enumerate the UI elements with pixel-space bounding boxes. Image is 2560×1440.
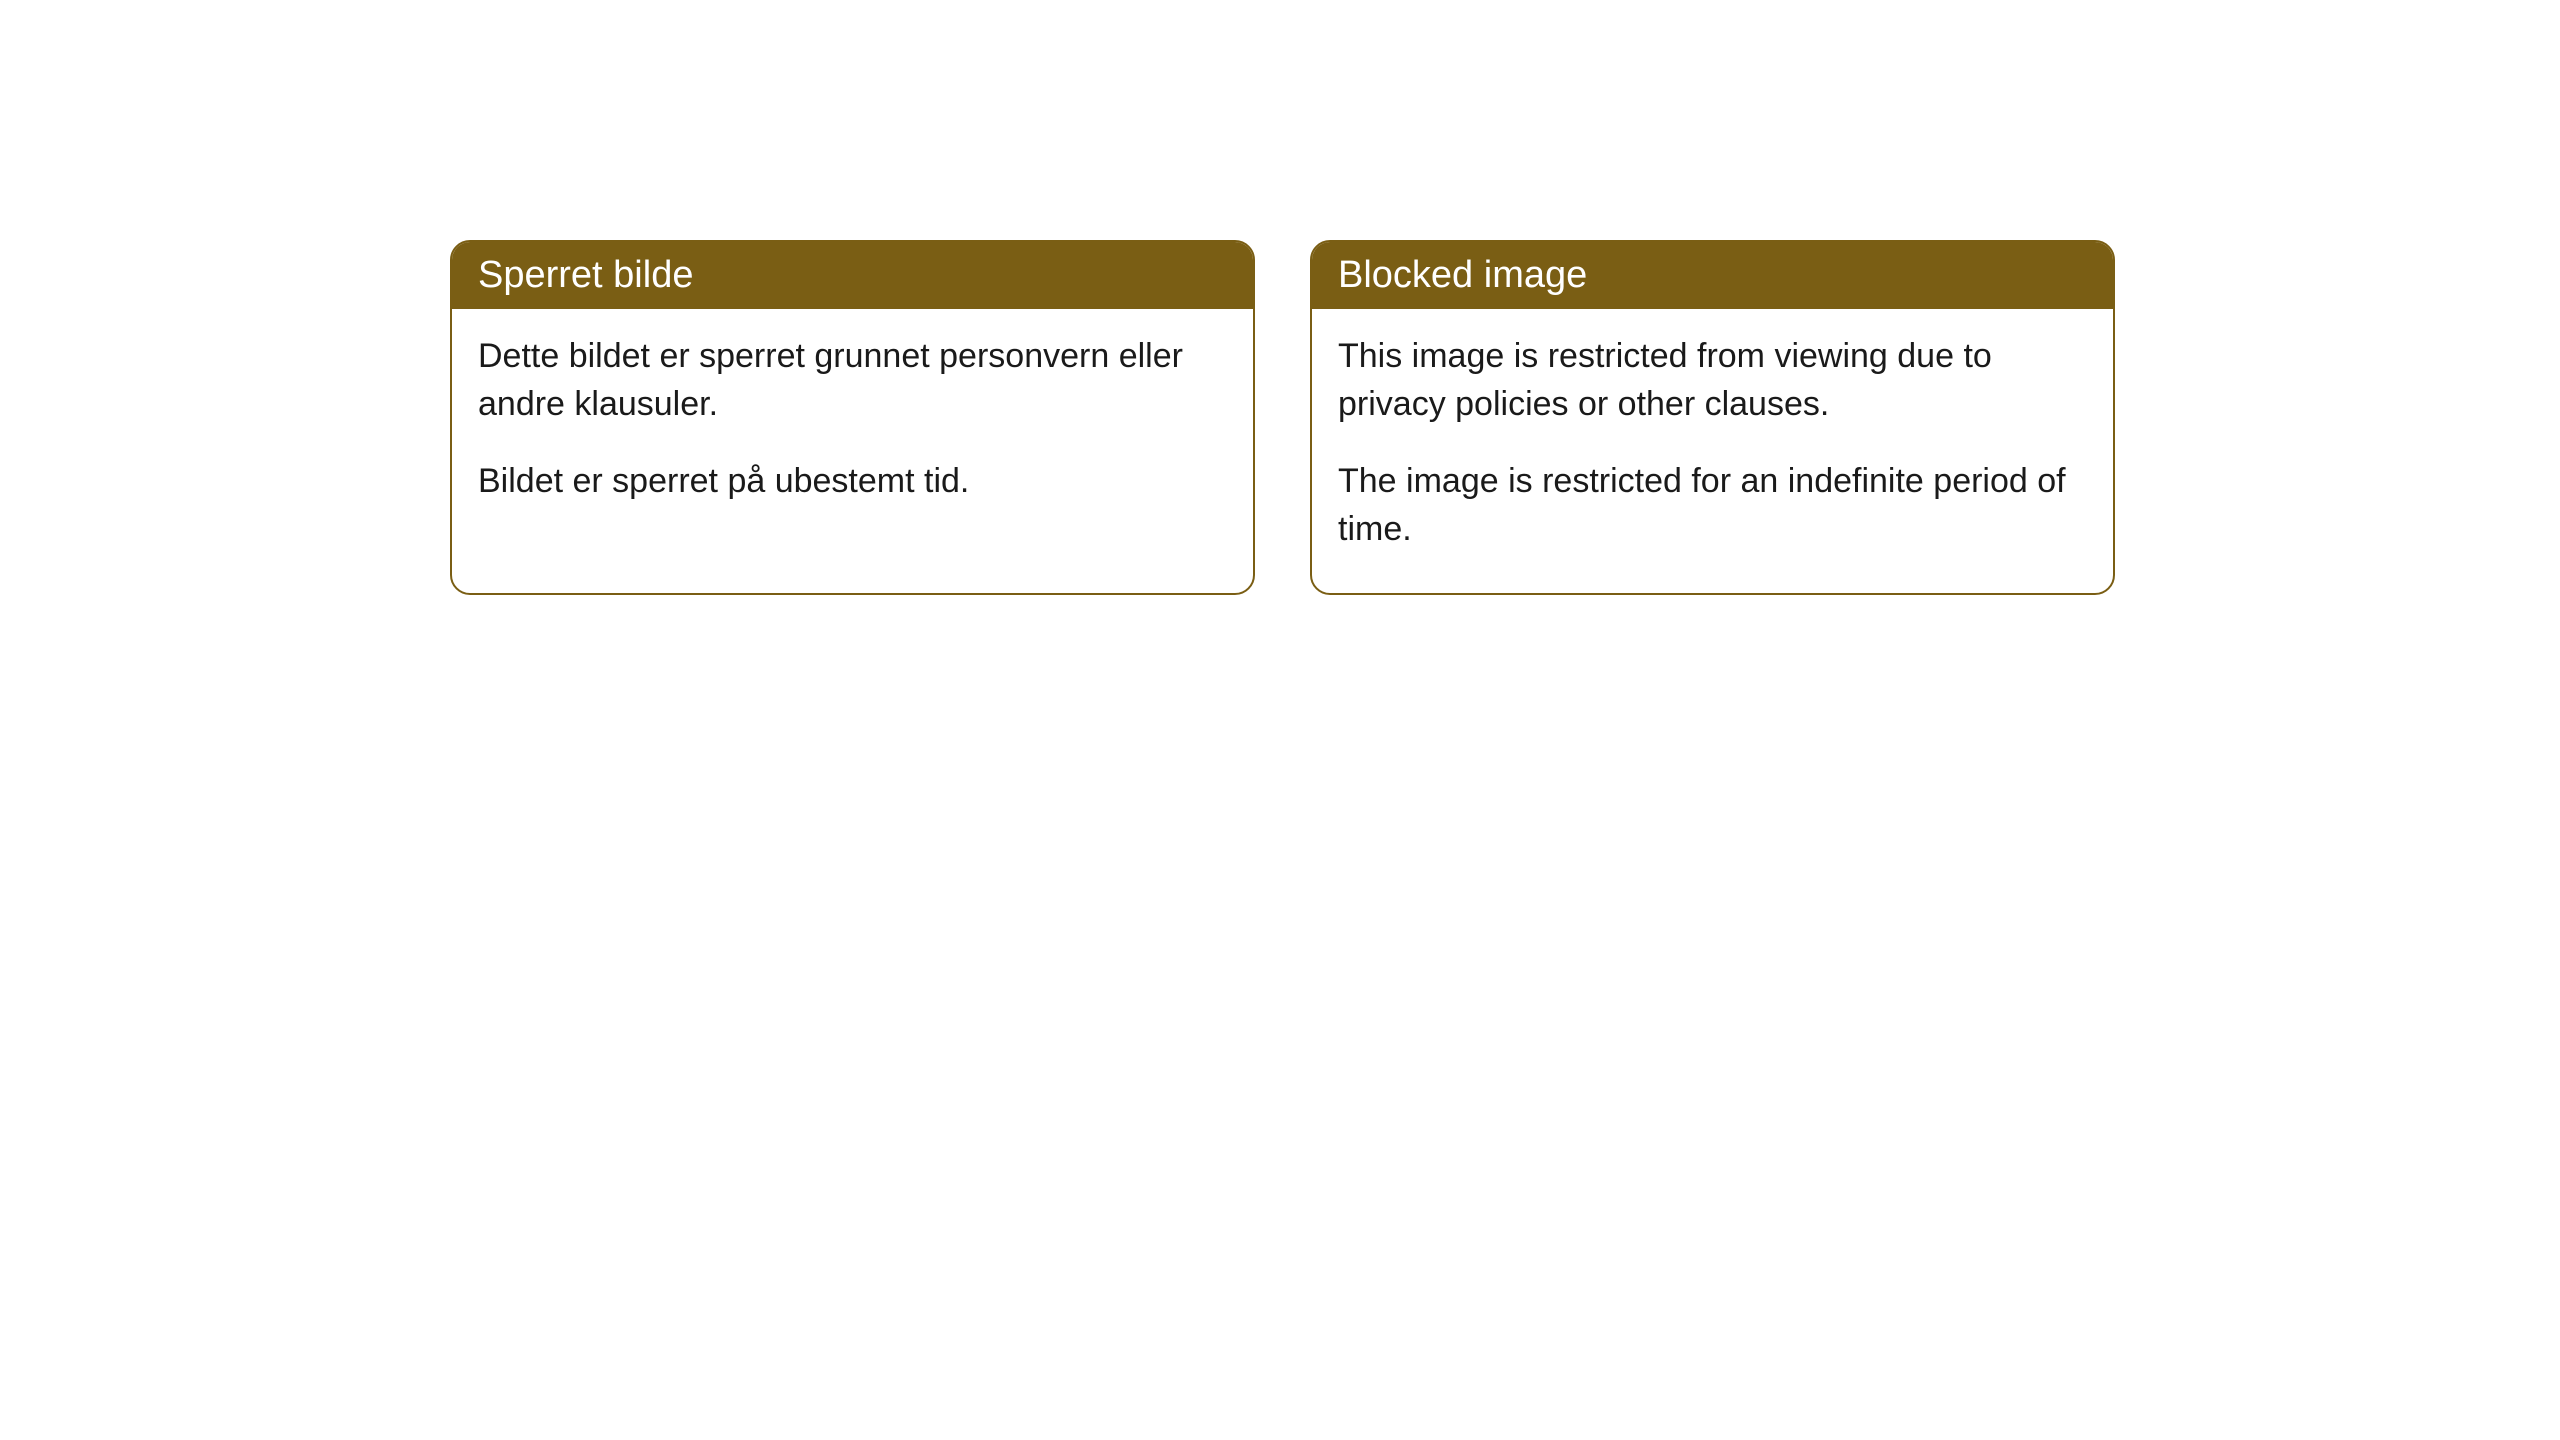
blocked-image-card-norwegian: Sperret bilde Dette bildet er sperret gr… [450, 240, 1255, 595]
card-paragraph-1: This image is restricted from viewing du… [1338, 333, 2087, 428]
card-paragraph-2: The image is restricted for an indefinit… [1338, 458, 2087, 553]
card-title: Blocked image [1338, 254, 1587, 296]
card-paragraph-1: Dette bildet er sperret grunnet personve… [478, 333, 1227, 428]
cards-container: Sperret bilde Dette bildet er sperret gr… [0, 0, 2560, 595]
card-header: Sperret bilde [452, 242, 1253, 309]
blocked-image-card-english: Blocked image This image is restricted f… [1310, 240, 2115, 595]
card-title: Sperret bilde [478, 254, 693, 296]
card-body: Dette bildet er sperret grunnet personve… [452, 309, 1253, 546]
card-header: Blocked image [1312, 242, 2113, 309]
card-body: This image is restricted from viewing du… [1312, 309, 2113, 593]
card-paragraph-2: Bildet er sperret på ubestemt tid. [478, 458, 1227, 506]
